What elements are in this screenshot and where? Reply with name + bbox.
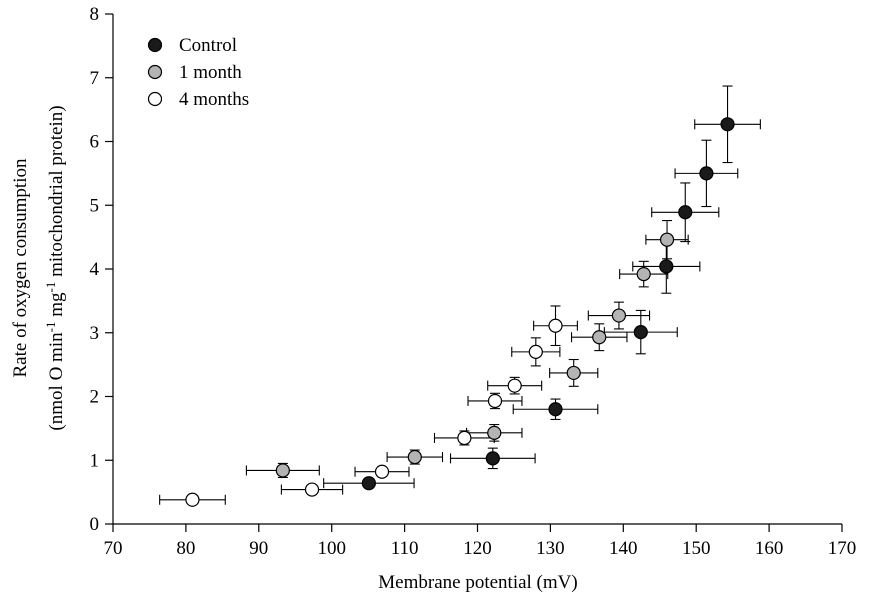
data-point-1-month [636, 267, 651, 282]
data-point-4-months [487, 393, 503, 409]
y-tick-label: 2 [90, 387, 100, 408]
y-tick-label: 6 [90, 132, 100, 153]
y-tick-label: 5 [90, 195, 100, 216]
data-point-1-month [407, 449, 422, 465]
legend-marker-control [147, 37, 163, 53]
data-point-1-month [611, 308, 627, 323]
x-tick-label: 70 [104, 538, 123, 559]
x-axis-title: Membrane potential (mV) [378, 572, 577, 593]
data-point-4-months [548, 318, 563, 333]
data-point-1-month [566, 365, 581, 381]
y-axis: 0 1 2 3 4 5 6 7 8 [90, 4, 113, 535]
y-tick-label: 3 [90, 323, 100, 344]
x-tick-label: 160 [755, 538, 784, 559]
x-tick-label: 130 [536, 538, 565, 559]
y-tick-label: 1 [90, 450, 100, 471]
y-axis-title-line2: (nmol O min-1 mg-1 mitochondrial protein… [43, 105, 67, 430]
legend-label-control: Control [179, 35, 237, 56]
x-tick-label: 110 [391, 538, 419, 559]
data-point-4-months [185, 492, 200, 507]
data-point-control [678, 205, 693, 220]
legend-label-4-months: 4 months [179, 89, 249, 110]
x-axis: 70 80 90 100 110 120 130 140 150 160 170 [104, 524, 857, 559]
y-axis-title: Rate of oxygen consumption (nmol O min-1… [10, 105, 67, 430]
legend-marker-4-months [147, 91, 163, 107]
x-tick-label: 170 [828, 538, 857, 559]
y-axis-title-line1: Rate of oxygen consumption [10, 158, 31, 377]
x-tick-label: 80 [176, 538, 195, 559]
y-tick-label: 8 [90, 4, 100, 25]
y-tick-label: 0 [90, 514, 100, 535]
legend-marker-1-month [147, 64, 163, 80]
data-point-control [485, 451, 500, 466]
x-tick-label: 90 [249, 538, 268, 559]
data-point-control [548, 402, 563, 417]
data-point-control [659, 259, 674, 274]
data-point-1-month [592, 330, 607, 345]
data-point-1-month [659, 232, 675, 247]
x-tick-label: 150 [682, 538, 711, 559]
data-point-control [699, 166, 714, 181]
data-points [185, 117, 735, 507]
x-tick-label: 120 [463, 538, 492, 559]
data-point-4-months [374, 464, 390, 479]
data-point-4-months [304, 482, 320, 497]
data-point-control [720, 117, 735, 132]
y-axis-title-line2-mid: mg [46, 292, 67, 322]
error-bar-1-month [549, 358, 599, 387]
data-point-4-months [507, 378, 522, 393]
data-point-1-month [275, 463, 290, 478]
x-tick-label: 100 [317, 538, 346, 559]
y-axis-title-sup1: -1 [43, 322, 58, 333]
data-point-4-months [457, 430, 472, 446]
x-tick-label: 140 [609, 538, 638, 559]
legend-label-1-month: 1 month [179, 62, 242, 83]
data-point-control [361, 476, 376, 491]
data-point-control [633, 325, 648, 340]
y-tick-label: 4 [90, 259, 100, 280]
legend: Control 1 month 4 months [147, 35, 249, 110]
y-axis-title-line2-post: mitochondrial protein) [46, 105, 67, 281]
data-point-1-month [487, 425, 502, 440]
y-axis-title-line2-pre: (nmol O min [46, 332, 67, 431]
y-axis-title-sup2: -1 [43, 282, 58, 293]
y-tick-label: 7 [90, 68, 100, 89]
data-point-4-months [528, 344, 543, 359]
